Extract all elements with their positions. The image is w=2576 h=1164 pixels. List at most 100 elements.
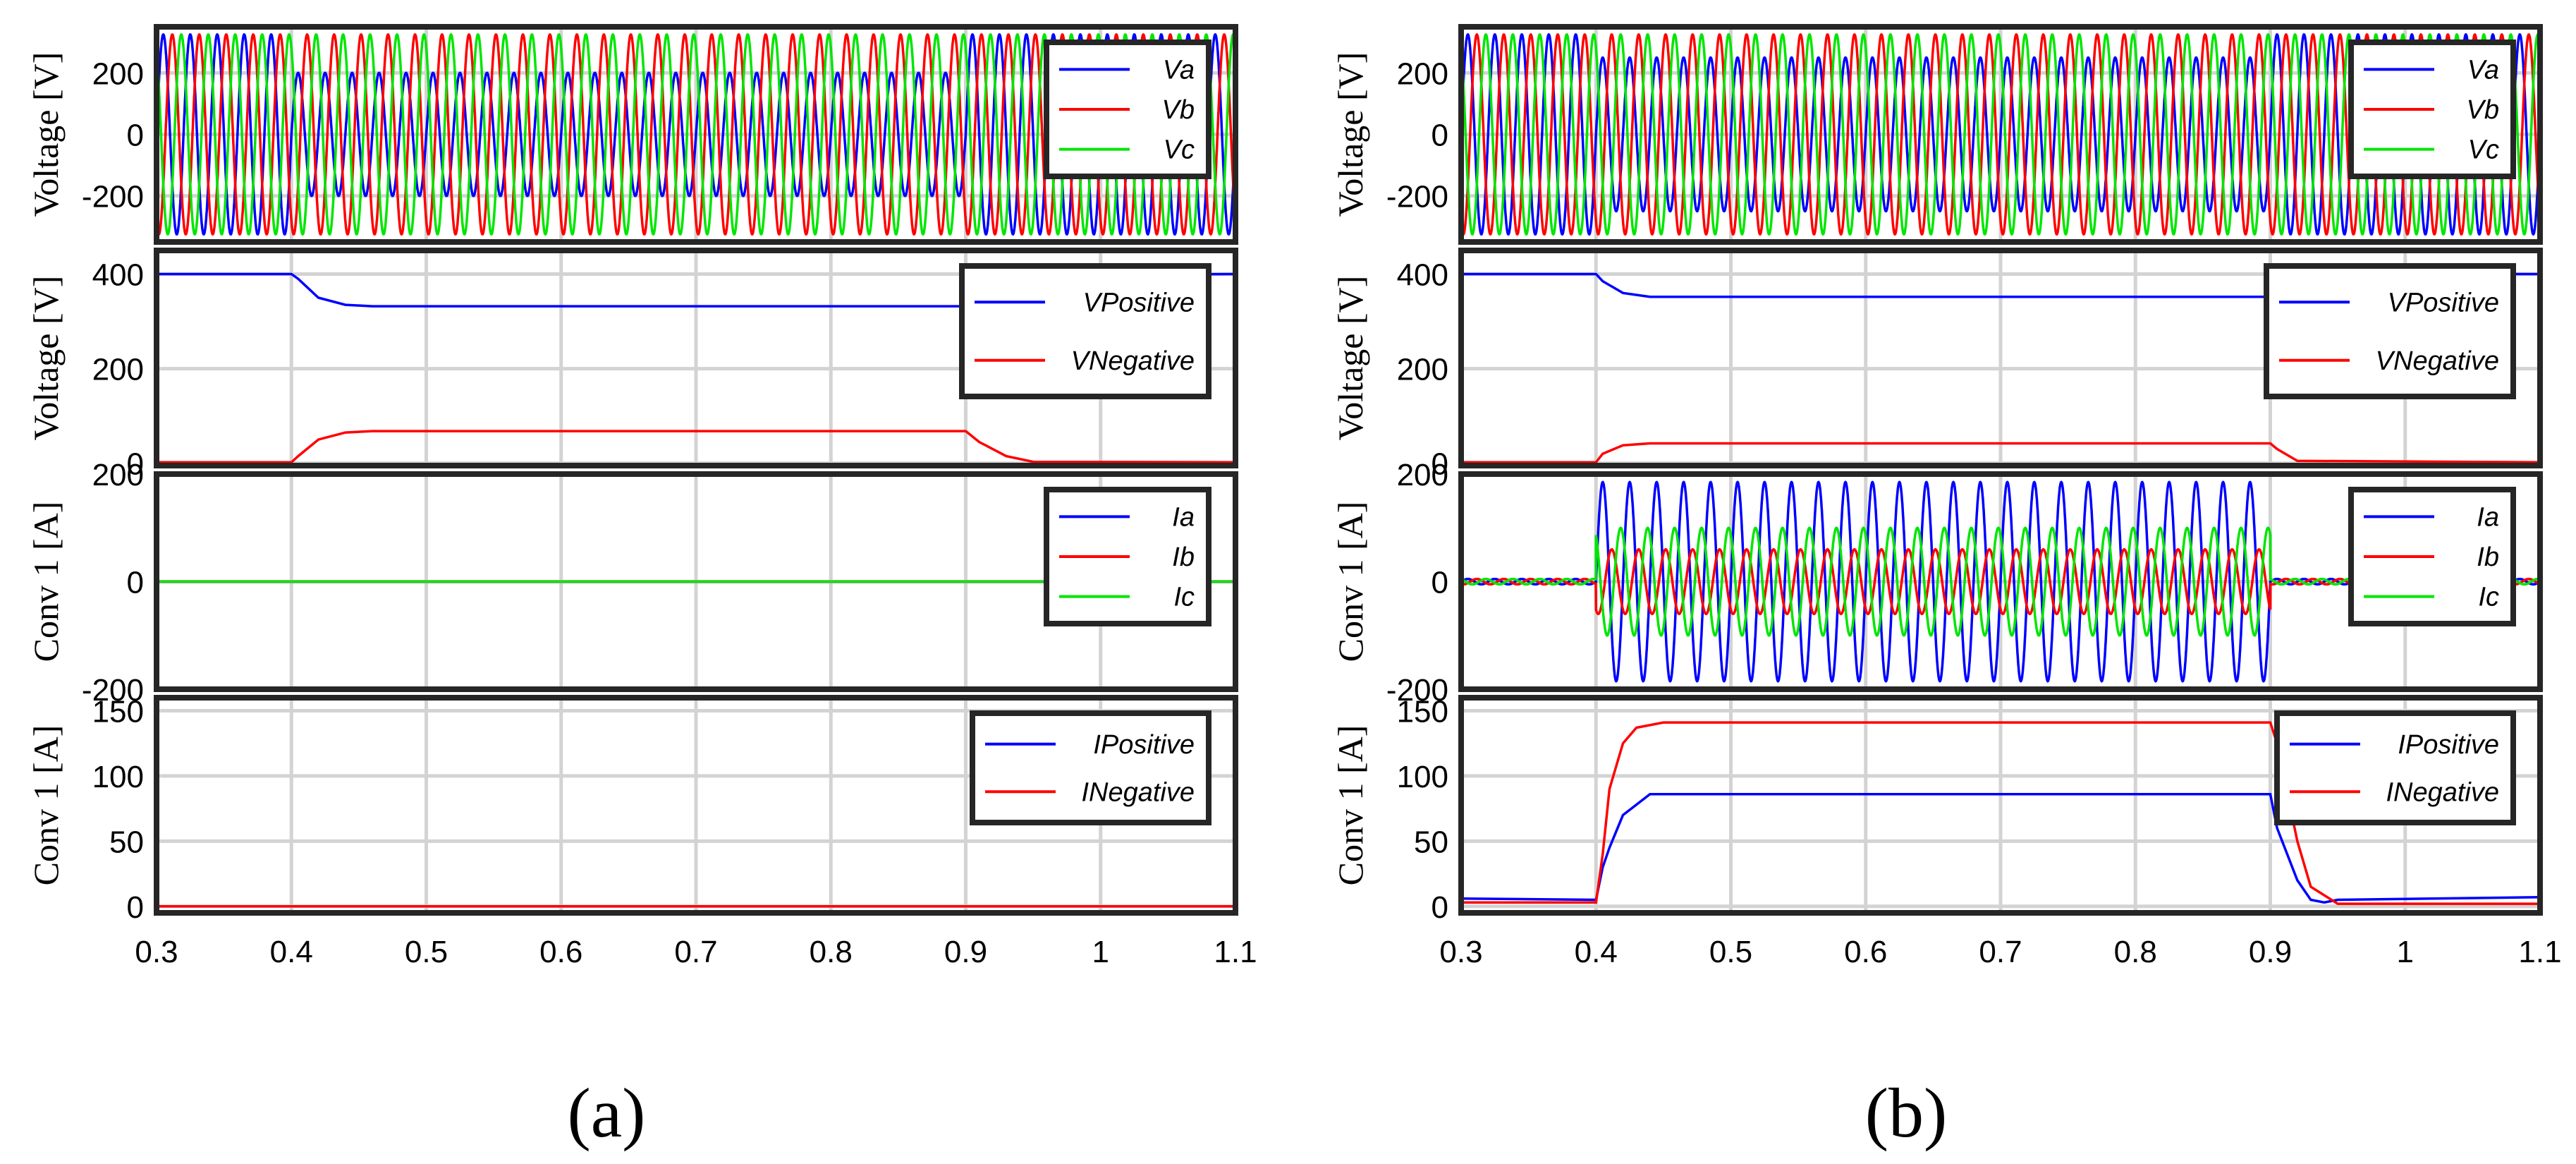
plot-frame (1458, 24, 2543, 245)
legend-label: INegative (2386, 777, 2499, 807)
legend-label: Ia (1172, 502, 1195, 532)
y-axis-label: Voltage [V] (1331, 276, 1370, 441)
x-tick-label: 1 (1092, 935, 1109, 969)
y-axis-label: Voltage [V] (26, 276, 66, 441)
chart-a3: 200 0 -200 Conv 1 [A] Ia Ib Ic (26, 458, 1238, 708)
x-tick-label: 0.7 (1979, 935, 2022, 969)
chart-b3: 200 0 -200 Conv 1 [A] Ia Ib Ic (1331, 458, 2543, 708)
legend-label: IPositive (2398, 730, 2499, 760)
legend-label: Ib (1172, 542, 1195, 572)
chart-b1: 200 0 -200 Voltage [V] Va Vb Vc (1331, 24, 2543, 245)
y-axis-label: Conv 1 [A] (1331, 502, 1370, 662)
legend-box (959, 263, 1211, 399)
plot-frame (154, 695, 1238, 916)
legend-label: Vb (1162, 95, 1195, 125)
legend-label: INegative (1081, 777, 1195, 807)
series-line-IPositive (1461, 793, 2540, 904)
legend-label: VNegative (2376, 346, 2499, 376)
series-line-Vc (1461, 33, 2540, 236)
legend: Va Vb Vc (2348, 40, 2516, 179)
y-tick-label: 200 (1397, 56, 1448, 91)
y-axis-label: Conv 1 [A] (26, 725, 66, 886)
x-tick-label: 0.6 (539, 935, 582, 969)
series-line-VNegative (1461, 442, 2540, 464)
y-tick-label: -200 (82, 673, 144, 708)
y-axis-label: Voltage [V] (26, 52, 66, 217)
x-tick-label: 1 (2397, 935, 2414, 969)
legend-box (2264, 263, 2516, 399)
chart-b2: 400 200 0 Voltage [V] VPositive VNegative (1331, 248, 2543, 482)
plot-frame (1458, 248, 2543, 468)
legend: Ia Ib Ic (1044, 487, 1211, 626)
y-tick-label: 100 (92, 760, 144, 794)
y-tick-label: 0 (127, 119, 144, 153)
x-tick-label: 0.6 (1844, 935, 1887, 969)
x-tick-label: 0.5 (405, 935, 448, 969)
chart-a1: 200 0 -200 Voltage [V] Va Vb Vc (26, 24, 1238, 245)
legend-label: Vc (1164, 135, 1195, 165)
y-tick-label: 0 (127, 566, 144, 600)
legend: IPositive INegative (2274, 710, 2516, 825)
legend-label: VNegative (1071, 346, 1195, 376)
y-tick-label: 0 (127, 447, 144, 482)
y-tick-label: 0 (1432, 447, 1448, 482)
legend: Ia Ib Ic (2348, 487, 2516, 626)
x-tick-label: 0.9 (944, 935, 987, 969)
plot-frame (1458, 471, 2543, 692)
y-axis-label: Conv 1 [A] (1331, 725, 1370, 886)
y-tick-label: 150 (92, 694, 144, 729)
y-tick-label: 0 (1432, 890, 1448, 925)
x-tick-label: 0.3 (1439, 935, 1482, 969)
legend-label: Ib (2477, 542, 2499, 572)
legend-label: Vc (2468, 135, 2499, 165)
y-tick-label: -200 (1386, 180, 1448, 214)
legend-label: VPositive (2388, 288, 2499, 317)
y-tick-label: -200 (82, 180, 144, 214)
y-tick-label: 200 (92, 353, 144, 387)
y-tick-label: 0 (127, 890, 144, 925)
legend-label: VPositive (1083, 288, 1195, 317)
y-tick-label: 50 (109, 825, 144, 859)
x-tick-label: 0.4 (270, 935, 313, 969)
x-tick-label: 0.9 (2249, 935, 2292, 969)
x-tick-label: 1.1 (2518, 935, 2561, 969)
caption-a: (a) (567, 1074, 646, 1152)
y-axis-label: Conv 1 [A] (26, 502, 66, 662)
legend: VPositive VNegative (959, 263, 1211, 399)
y-axis-label: Voltage [V] (1331, 52, 1370, 217)
y-tick-label: 150 (1397, 694, 1448, 729)
series-line-Vc (157, 33, 1235, 236)
chart-a2: 400 200 0 Voltage [V] VPositive VNegative (26, 248, 1238, 482)
y-tick-label: 0 (1432, 566, 1448, 600)
legend-label: Ic (2478, 583, 2499, 612)
legend: IPositive INegative (970, 710, 1211, 825)
y-tick-label: 400 (1397, 258, 1448, 293)
legend-label: Va (2467, 55, 2499, 85)
y-tick-label: 50 (1414, 825, 1448, 859)
y-tick-label: 100 (1397, 760, 1448, 794)
legend-box (2274, 710, 2516, 825)
series-group (1461, 721, 2540, 905)
x-tick-label: 0.5 (1709, 935, 1752, 969)
legend-label: Ia (2477, 502, 2499, 532)
series-line-VNegative (157, 430, 1235, 464)
y-tick-label: 200 (92, 56, 144, 91)
series-line-INegative (1461, 721, 2540, 905)
y-tick-label: 200 (1397, 353, 1448, 387)
legend: Va Vb Vc (1044, 40, 1211, 179)
x-tick-label: 0.4 (1575, 935, 1618, 969)
plot-frame (154, 471, 1238, 692)
chart-b4: 150 100 50 0 Conv 1 [A] IPositive INegative 0.3… (1331, 694, 2562, 969)
chart-a4: 150 100 50 0 Conv 1 [A] IPositive INegative 0.3… (26, 694, 1257, 969)
y-tick-label: 200 (1397, 458, 1448, 492)
y-tick-label: -200 (1386, 673, 1448, 708)
x-tick-label: 0.3 (135, 935, 178, 969)
plot-frame (154, 24, 1238, 245)
legend-label: Va (1163, 55, 1195, 85)
legend-label: IPositive (1093, 730, 1195, 760)
legend-box (970, 710, 1211, 825)
legend-label: Ic (1173, 583, 1195, 612)
legend: VPositive VNegative (2264, 263, 2516, 399)
caption-b: (b) (1864, 1074, 1948, 1152)
